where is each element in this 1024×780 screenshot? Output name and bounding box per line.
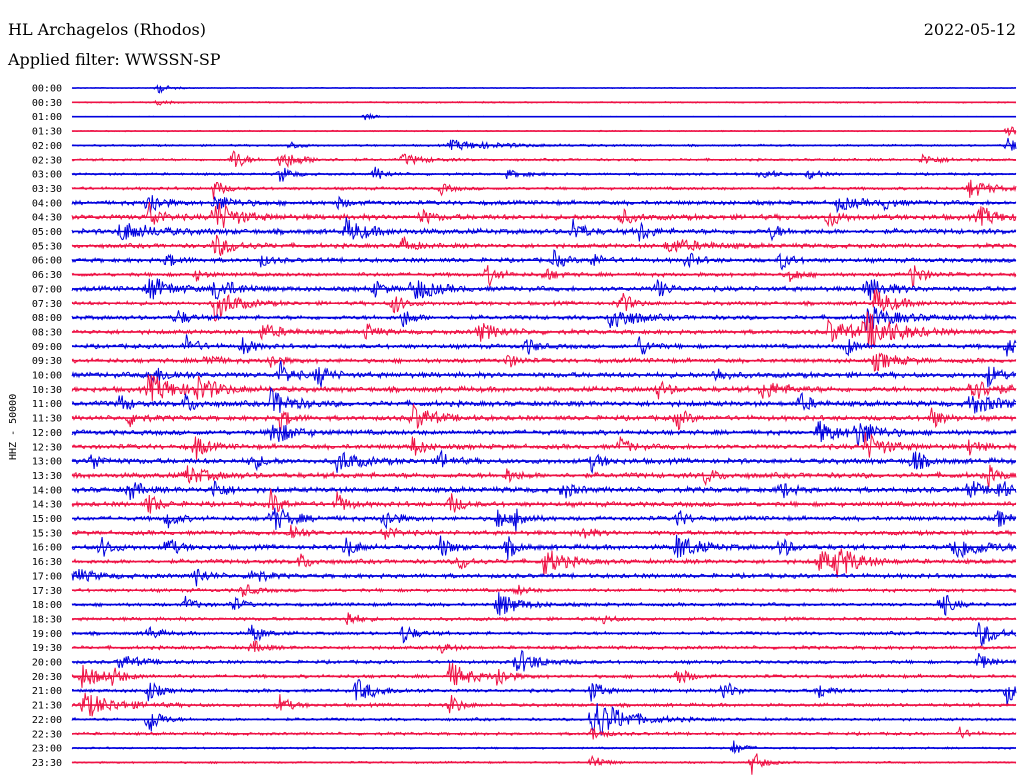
time-label: 10:30 — [32, 385, 62, 396]
time-label: 02:00 — [32, 141, 62, 152]
time-label: 22:00 — [32, 715, 62, 726]
time-label: 15:30 — [32, 528, 62, 539]
trace-2330 — [71, 753, 1017, 775]
time-label: 08:30 — [32, 327, 62, 338]
time-label: 21:30 — [32, 701, 62, 712]
time-label: 16:00 — [32, 543, 62, 554]
time-label: 14:00 — [32, 485, 62, 496]
time-label: 14:30 — [32, 500, 62, 511]
station-title: HL Archagelos (Rhodos) — [8, 20, 206, 39]
traces-group — [71, 83, 1017, 775]
date-label: 2022-05-12 — [923, 20, 1016, 39]
time-labels-group: 00:00 00:30 01:00 01:30 02:00 02:30 03:00 03:30… — [32, 84, 62, 769]
trace-2100 — [72, 678, 1017, 706]
time-label: 13:30 — [32, 471, 62, 482]
time-label: 20:00 — [32, 658, 62, 669]
time-label: 19:00 — [32, 629, 62, 640]
time-label: 03:00 — [32, 170, 62, 181]
time-label: 18:00 — [32, 600, 62, 611]
time-label: 07:30 — [32, 299, 62, 310]
trace-1430 — [71, 488, 1017, 514]
time-label: 00:30 — [32, 98, 62, 109]
trace-1200 — [71, 420, 1017, 446]
trace-0200 — [71, 137, 1017, 151]
y-axis-label: HHZ - 50000 — [8, 394, 19, 460]
trace-0000 — [71, 83, 1017, 94]
time-label: 08:00 — [32, 313, 62, 324]
time-label: 06:30 — [32, 270, 62, 281]
time-label: 18:30 — [32, 614, 62, 625]
trace-1330 — [71, 464, 1017, 488]
trace-1030 — [71, 374, 1017, 401]
time-label: 04:30 — [32, 213, 62, 224]
time-label: 15:00 — [32, 514, 62, 525]
time-label: 01:00 — [32, 112, 62, 123]
time-label: 10:00 — [32, 371, 62, 382]
time-label: 19:30 — [32, 643, 62, 654]
time-label: 23:30 — [32, 758, 62, 769]
time-label: 06:00 — [32, 256, 62, 267]
time-label: 02:30 — [32, 155, 62, 166]
time-label: 07:00 — [32, 284, 62, 295]
trace-2030 — [71, 662, 1017, 688]
time-label: 03:30 — [32, 184, 62, 195]
trace-0330 — [71, 179, 1017, 200]
time-label: 13:00 — [32, 457, 62, 468]
trace-2000 — [71, 649, 1017, 672]
time-label: 09:00 — [32, 342, 62, 353]
time-label: 21:00 — [32, 686, 62, 697]
time-label: 23:00 — [32, 744, 62, 755]
time-label: 01:30 — [32, 127, 62, 138]
trace-2300 — [71, 740, 1017, 755]
trace-1100 — [71, 386, 1017, 414]
time-label: 12:30 — [32, 442, 62, 453]
time-label: 11:00 — [32, 399, 62, 410]
time-label: 12:00 — [32, 428, 62, 439]
trace-0930 — [71, 352, 1017, 372]
trace-1500 — [71, 507, 1017, 534]
time-label: 05:00 — [32, 227, 62, 238]
time-label: 17:30 — [32, 586, 62, 597]
time-label: 22:30 — [32, 729, 62, 740]
filter-subtitle: Applied filter: WWSSN-SP — [8, 50, 221, 69]
time-label: 05:30 — [32, 241, 62, 252]
time-label: 20:30 — [32, 672, 62, 683]
time-label: 04:00 — [32, 198, 62, 209]
time-label: 00:00 — [32, 84, 62, 95]
time-label: 11:30 — [32, 414, 62, 425]
trace-0500 — [71, 217, 1017, 242]
time-label: 09:30 — [32, 356, 62, 367]
time-label: 17:00 — [32, 571, 62, 582]
trace-1630 — [71, 548, 1017, 578]
time-label: 16:30 — [32, 557, 62, 568]
